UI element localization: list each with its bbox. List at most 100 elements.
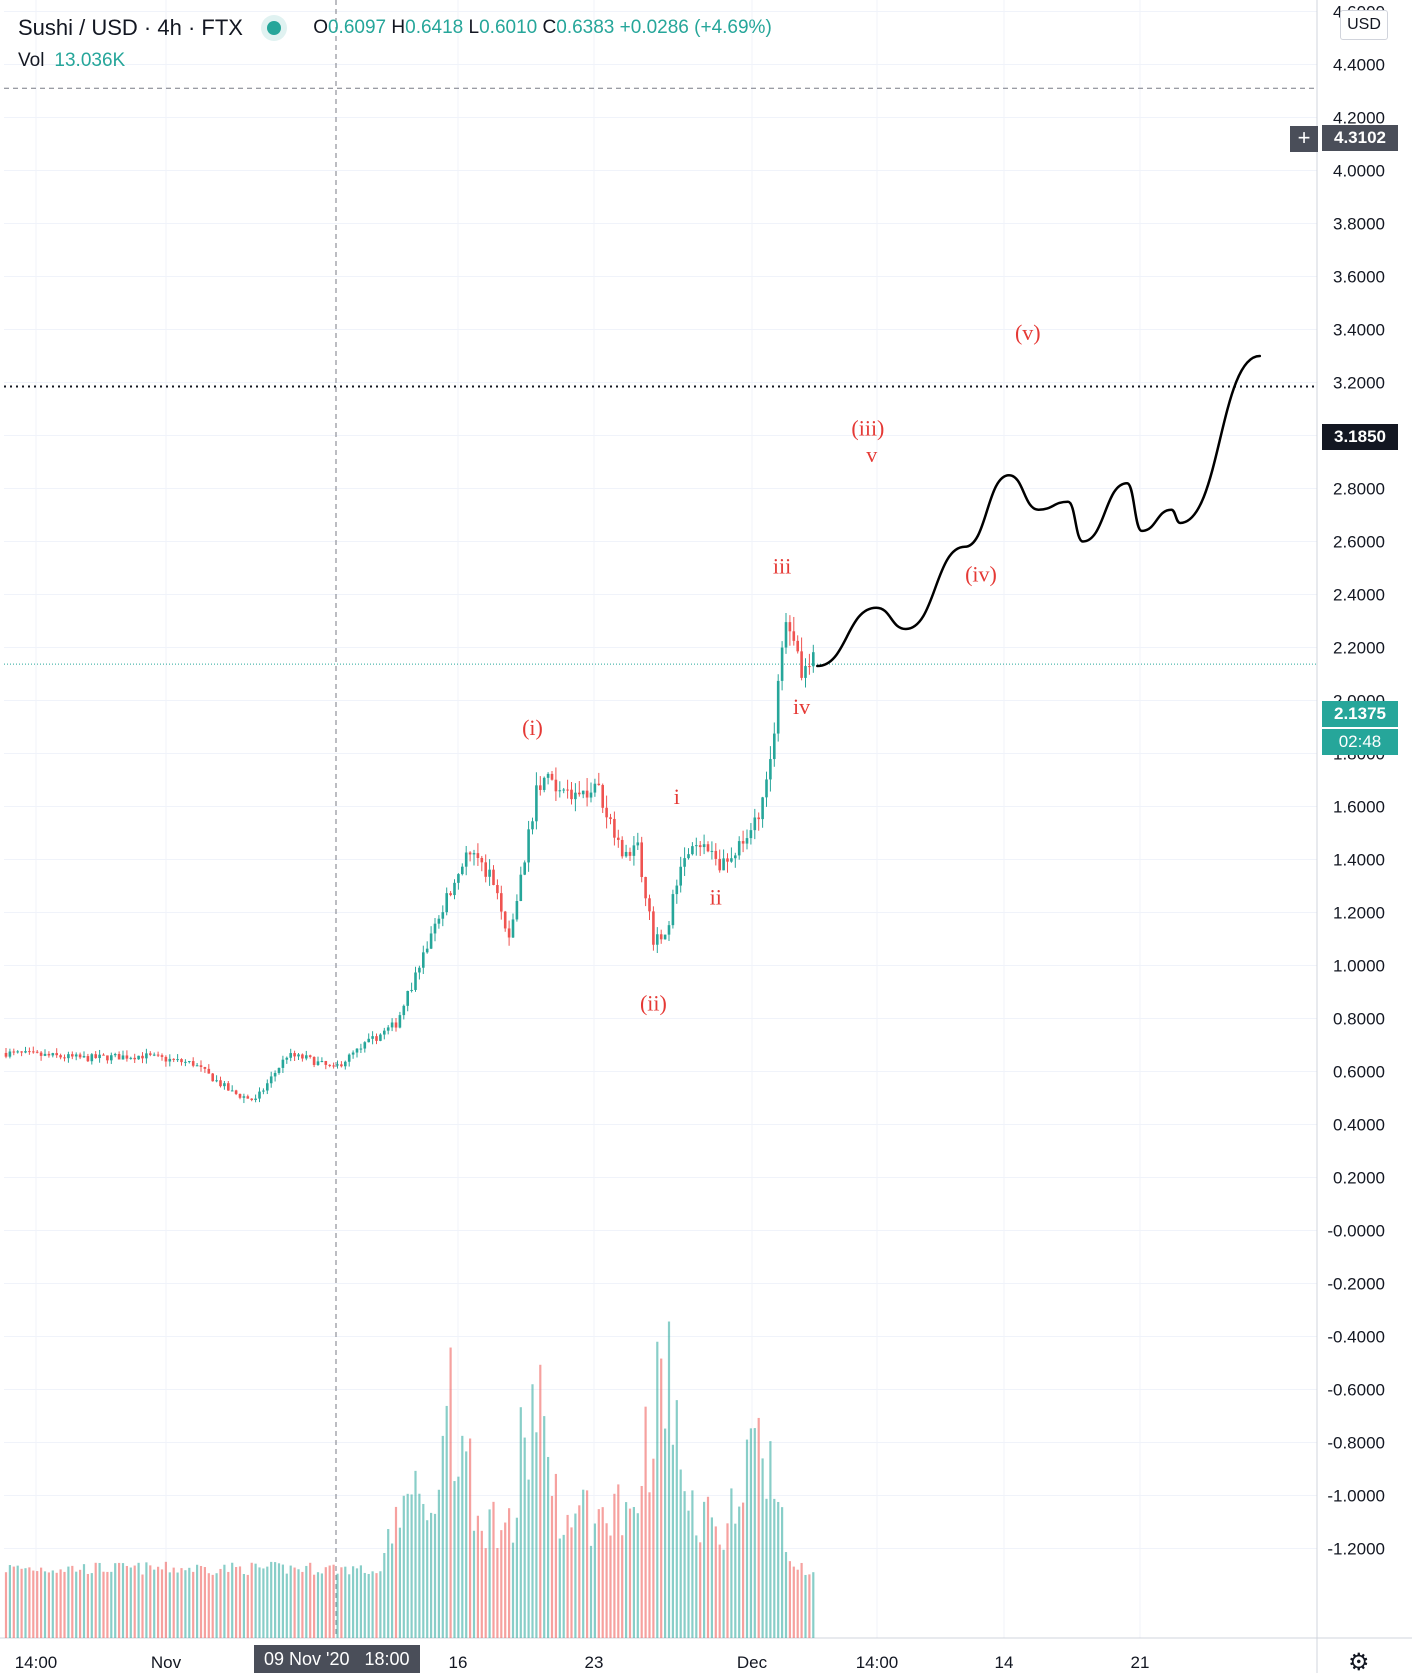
- volume-bar: [492, 1501, 495, 1638]
- y-tick-label: -0.0000: [1327, 1222, 1385, 1241]
- candle-body: [695, 845, 698, 847]
- candle-body: [117, 1054, 121, 1060]
- candle-body: [168, 1058, 172, 1062]
- volume-bar: [313, 1574, 316, 1638]
- volume-bar: [406, 1493, 409, 1638]
- volume-bar: [164, 1561, 167, 1638]
- symbol-title[interactable]: Sushi / USD · 4h · FTX: [18, 15, 243, 41]
- wave-label: (i): [522, 715, 543, 740]
- candle-body: [32, 1051, 35, 1053]
- volume-bar: [609, 1535, 612, 1638]
- candle-body: [476, 853, 480, 858]
- volume-bar: [297, 1569, 300, 1638]
- volume-bar: [192, 1571, 195, 1638]
- add-alert-plus-icon[interactable]: +: [1290, 126, 1318, 152]
- candle-body: [422, 952, 425, 968]
- volume-bar: [82, 1564, 86, 1638]
- volume-bar: [348, 1574, 351, 1638]
- volume-bar: [788, 1561, 791, 1638]
- candle-body: [667, 925, 671, 935]
- candle-body: [507, 928, 511, 938]
- volume-bar: [539, 1364, 542, 1638]
- candle-body: [355, 1048, 359, 1053]
- candle-body: [332, 1065, 335, 1067]
- volume-bar: [488, 1509, 491, 1638]
- volume-bar: [277, 1563, 281, 1638]
- volume-bar: [114, 1563, 117, 1638]
- volume-bar: [106, 1571, 109, 1638]
- candle-body: [636, 842, 640, 846]
- volume-bar: [593, 1523, 596, 1638]
- candle-body: [730, 858, 733, 862]
- wave-label: ii: [710, 885, 722, 910]
- volume-bar: [718, 1544, 721, 1638]
- candle-body: [659, 934, 663, 940]
- volume-bar: [149, 1565, 152, 1638]
- last-price-tag: 2.1375: [1322, 701, 1398, 727]
- volume-bar: [578, 1505, 581, 1638]
- candle-body: [488, 869, 491, 877]
- volume-bar: [32, 1570, 35, 1638]
- candle-body: [106, 1055, 109, 1061]
- candle-body: [620, 839, 624, 857]
- volume-bar: [570, 1527, 573, 1638]
- volume-bar: [231, 1562, 234, 1638]
- candle-body: [812, 652, 815, 667]
- volume-bar: [784, 1552, 788, 1638]
- y-tick-label: 0.6000: [1333, 1063, 1385, 1082]
- volume-bar: [36, 1571, 39, 1638]
- volume-bar: [430, 1512, 433, 1638]
- candle-body: [207, 1068, 211, 1074]
- volume-bar: [550, 1495, 554, 1638]
- volume-bar: [726, 1523, 729, 1638]
- candle-body: [800, 651, 803, 678]
- y-tick-label: 1.0000: [1333, 957, 1385, 976]
- volume-bar: [749, 1428, 752, 1638]
- volume-bar: [722, 1549, 725, 1638]
- wave-label: (ii): [640, 991, 667, 1016]
- candle-body: [468, 852, 472, 855]
- projection-path: [816, 354, 1262, 668]
- volume-bar: [730, 1488, 733, 1638]
- candle-body: [718, 858, 721, 871]
- volume-bar: [714, 1526, 717, 1638]
- candle-body: [687, 854, 690, 859]
- candle-body: [531, 821, 534, 830]
- currency-button[interactable]: USD: [1340, 10, 1388, 40]
- candle-body: [449, 893, 452, 896]
- volume-bar: [664, 1428, 667, 1638]
- candle-body: [710, 850, 714, 852]
- candle-body: [110, 1055, 113, 1061]
- y-tick-label: 3.4000: [1333, 321, 1385, 340]
- y-tick-label: 2.6000: [1333, 533, 1385, 552]
- volume-bar: [47, 1572, 50, 1638]
- candle-body: [28, 1051, 31, 1053]
- y-tick-label: 0.8000: [1333, 1010, 1385, 1029]
- volume-bar: [391, 1543, 394, 1638]
- candle-body: [340, 1064, 343, 1067]
- candle-body: [180, 1059, 183, 1063]
- volume-bar: [765, 1498, 768, 1638]
- wave-label: (v): [1015, 320, 1041, 345]
- volume-bar: [461, 1435, 464, 1638]
- volume-bar: [652, 1458, 655, 1638]
- candle-body: [737, 841, 741, 856]
- volume-bar: [266, 1566, 269, 1638]
- volume-bar: [745, 1439, 749, 1638]
- candle-body: [71, 1054, 74, 1057]
- volume-bar: [441, 1435, 444, 1638]
- candle-body: [523, 862, 526, 875]
- settings-gear-icon[interactable]: ⚙: [1348, 1649, 1370, 1676]
- volume-bar: [235, 1567, 238, 1638]
- candle-body: [617, 837, 620, 840]
- volume-bar: [562, 1534, 565, 1638]
- volume-bar: [515, 1517, 518, 1638]
- volume-bar: [336, 1573, 339, 1638]
- volume-bar: [605, 1523, 608, 1638]
- volume-bar: [804, 1574, 807, 1638]
- target-price-tag: 3.1850: [1322, 424, 1398, 450]
- y-tick-label: 0.2000: [1333, 1169, 1385, 1188]
- candle-body: [347, 1054, 351, 1062]
- y-tick-label: -0.2000: [1327, 1275, 1385, 1294]
